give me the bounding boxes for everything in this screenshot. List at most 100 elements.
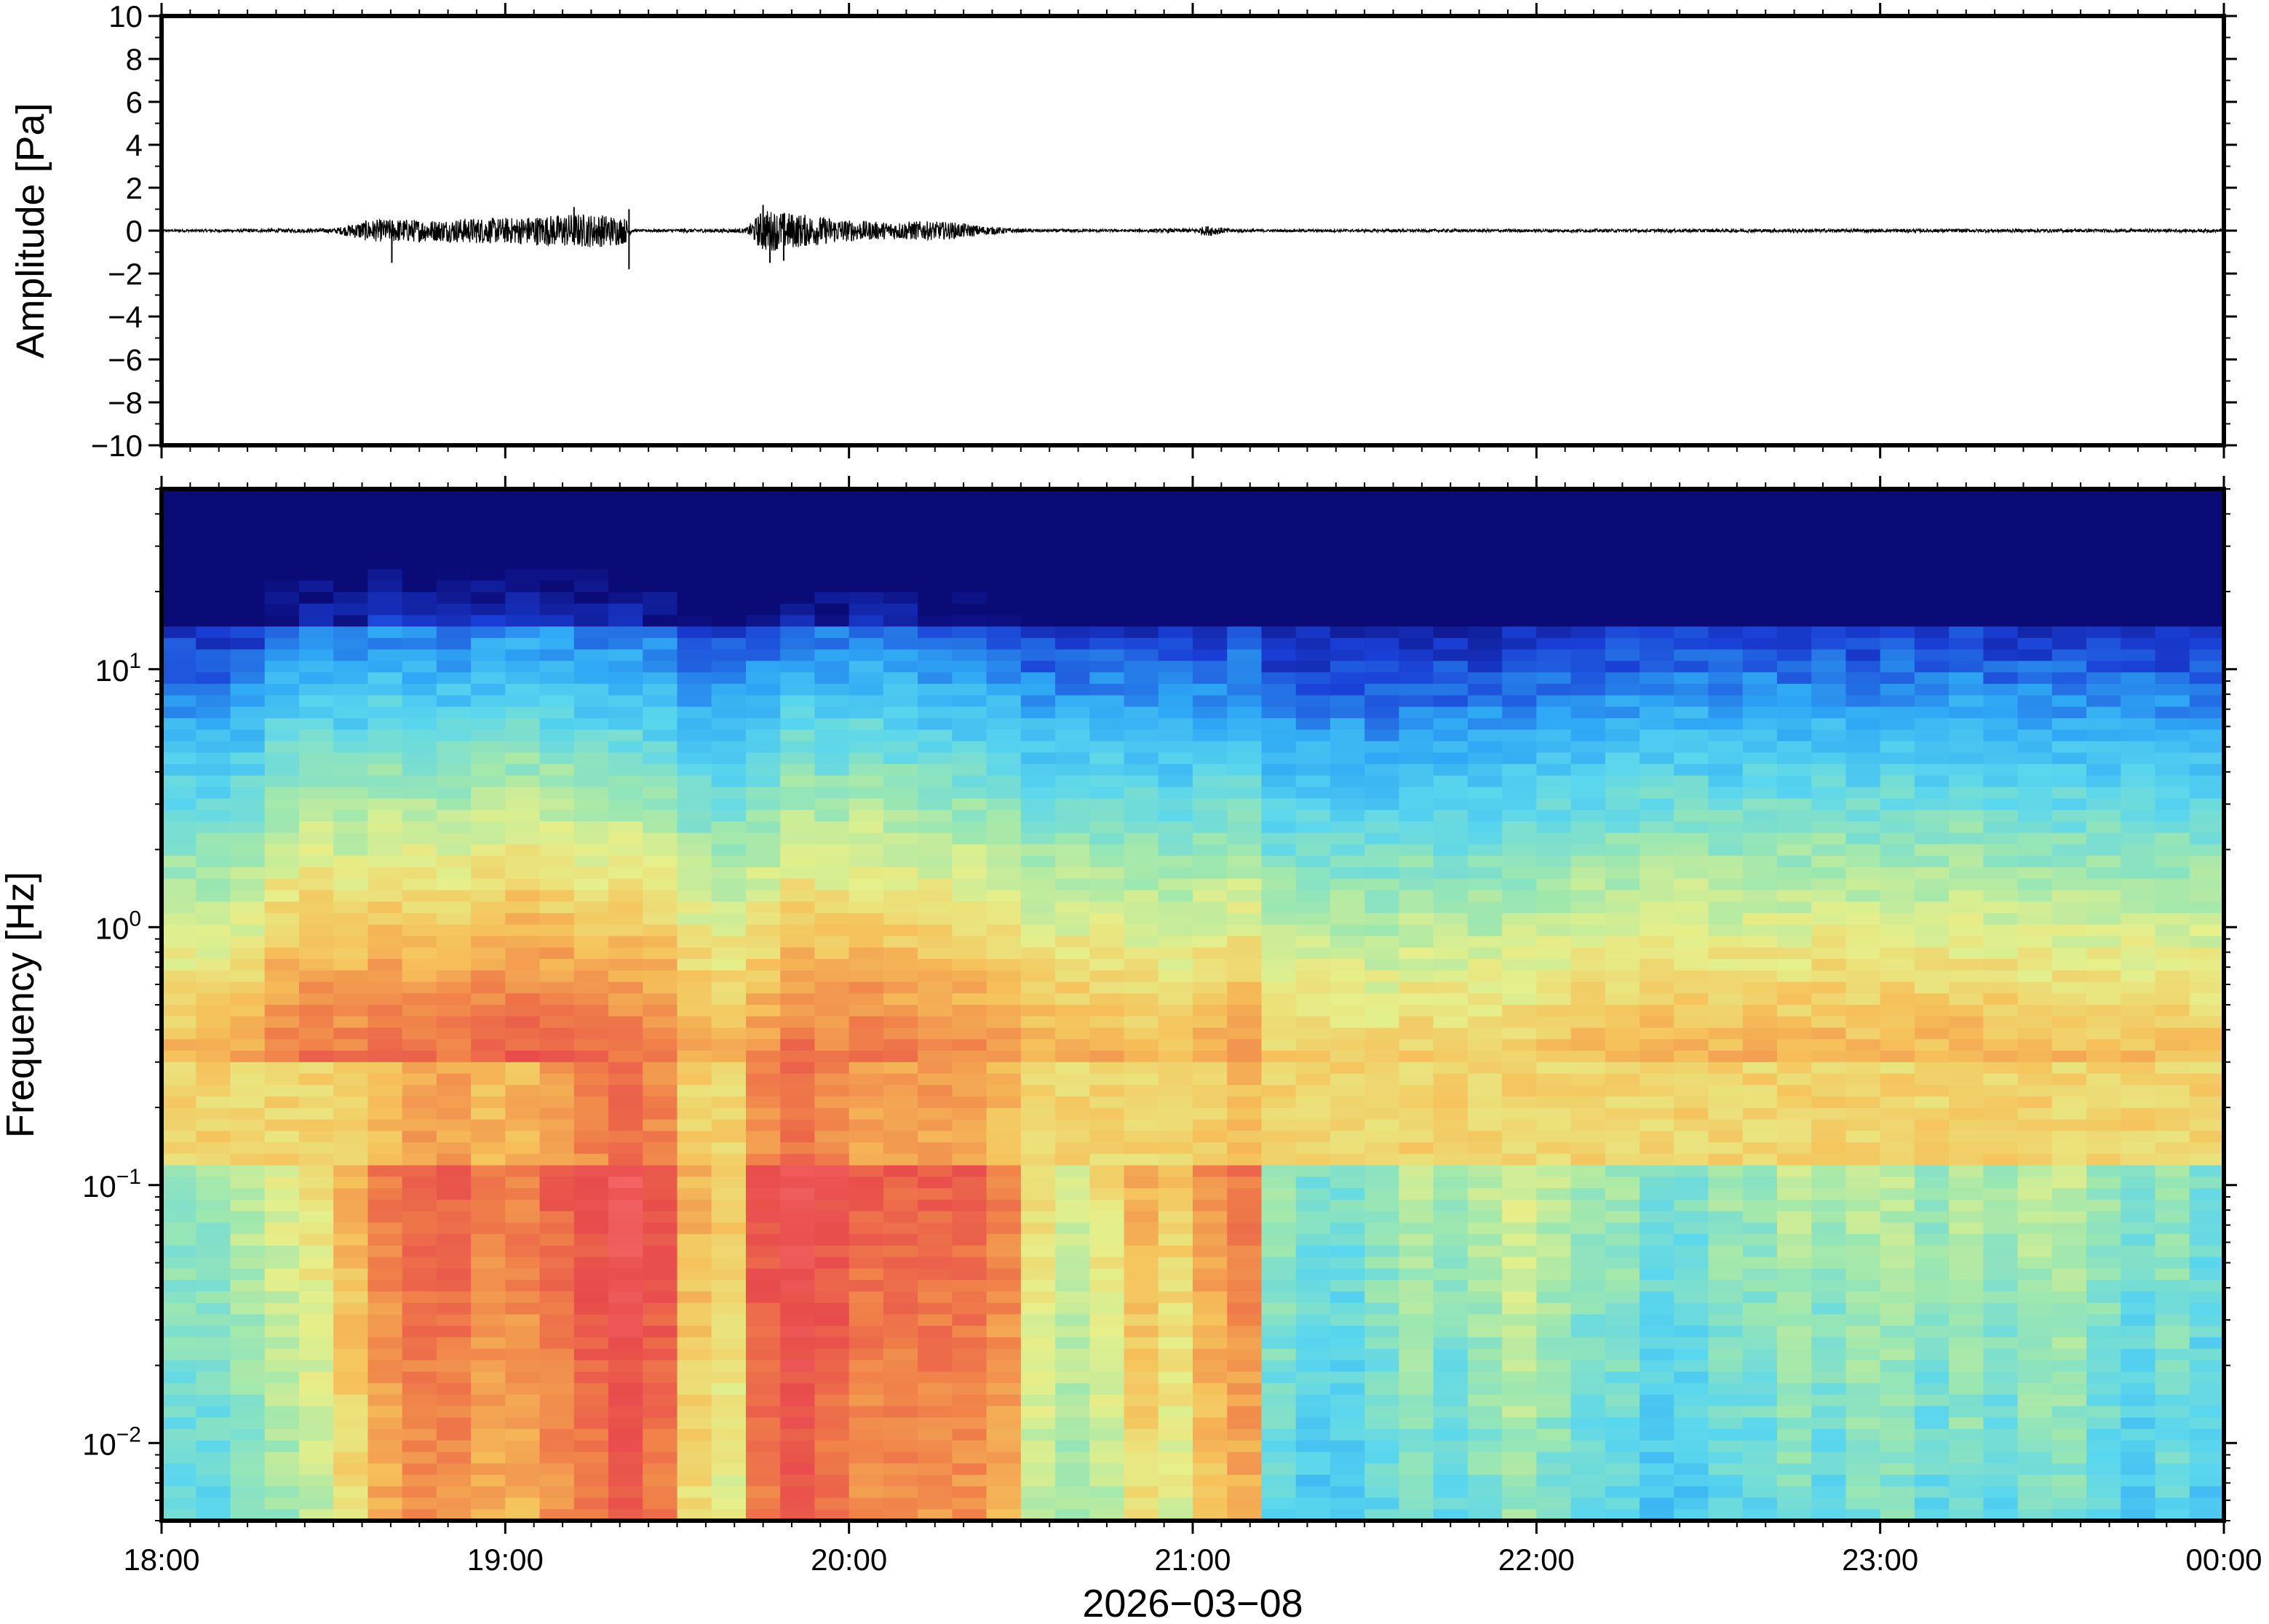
spectrogram-cell — [471, 1268, 506, 1281]
spectrogram-cell — [298, 581, 334, 593]
spectrogram-cell — [1605, 1280, 1640, 1292]
spectrogram-cell — [1536, 1291, 1572, 1304]
spectrogram-cell — [849, 1119, 884, 1131]
spectrogram-cell — [1467, 993, 1503, 1006]
spectrogram-cell — [1983, 500, 2019, 513]
spectrogram-cell — [814, 1131, 850, 1143]
spectrogram-cell — [1605, 982, 1640, 994]
spectrogram-cell — [1467, 1486, 1503, 1499]
spectrogram-cell — [780, 958, 816, 971]
spectrogram-cell — [573, 1073, 609, 1086]
spectrogram-cell — [1467, 1211, 1503, 1223]
spectrogram-cell — [1055, 912, 1090, 926]
spectrogram-cell — [1467, 752, 1503, 765]
spectrogram-cell — [1399, 1131, 1434, 1143]
spectrogram-cell — [1536, 1302, 1572, 1315]
spectrogram-cell — [814, 832, 850, 845]
spectrogram-cell — [1776, 924, 1812, 937]
spectrogram-cell — [573, 1268, 609, 1281]
spectrogram-cell — [643, 1337, 678, 1350]
spectrogram-cell — [1845, 1394, 1881, 1407]
spectrogram-cell — [196, 489, 231, 501]
spectrogram-cell — [677, 569, 712, 581]
spectrogram-cell — [1605, 672, 1640, 685]
spectrogram-cell — [952, 1199, 988, 1212]
spectrogram-cell — [367, 557, 403, 570]
spectrogram-cell — [643, 1428, 678, 1441]
spectrogram-cell — [1399, 1474, 1434, 1487]
spectrogram-cell — [1914, 810, 1950, 822]
spectrogram-cell — [1158, 695, 1193, 707]
spectrogram-cell — [1124, 1463, 1159, 1476]
spectrogram-cell — [573, 1280, 609, 1292]
spectrogram-cell — [471, 603, 506, 616]
spectrogram-cell — [1880, 1314, 1915, 1326]
spectrogram-cell — [539, 764, 575, 776]
spectrogram-cell — [677, 1188, 712, 1201]
spectrogram-cell — [1570, 637, 1606, 650]
spectrogram-cell — [1158, 867, 1193, 880]
spectrogram-cell — [780, 890, 816, 902]
spectrogram-cell — [1330, 821, 1365, 834]
spectrogram-cell — [1880, 936, 1915, 948]
spectrogram-cell — [677, 912, 712, 926]
spectrogram-cell — [1089, 637, 1125, 650]
spectrogram-cell — [1914, 1107, 1950, 1121]
spectrogram-cell — [1708, 856, 1744, 868]
spectrogram-cell — [1330, 936, 1365, 948]
spectrogram-cell — [230, 878, 266, 891]
spectrogram-cell — [1227, 890, 1263, 902]
spectrogram-cell — [230, 1452, 266, 1464]
spectrogram-cell — [1193, 1211, 1228, 1223]
spectrogram-cell — [1399, 1245, 1434, 1258]
spectrogram-cell — [264, 672, 300, 685]
spectrogram-cell — [849, 581, 884, 593]
spectrogram-cell — [1261, 867, 1297, 880]
spectrogram-cell — [1570, 1382, 1606, 1396]
spectrogram-cell — [1536, 936, 1572, 948]
spectrogram-cell — [711, 1062, 747, 1075]
spectrogram-cell — [643, 581, 678, 593]
spectrogram-cell — [1364, 787, 1399, 799]
spectrogram-cell — [780, 1428, 816, 1441]
spectrogram-cell — [230, 1142, 266, 1155]
spectrogram-cell — [745, 592, 781, 605]
spectrogram-cell — [849, 1314, 884, 1326]
spectrogram-cell — [505, 569, 541, 581]
spectrogram-cell — [1640, 947, 1674, 960]
spectrogram-cell — [436, 993, 472, 1006]
spectrogram-cell — [1640, 1051, 1674, 1063]
spectrogram-cell — [505, 1428, 541, 1441]
spectrogram-cell — [745, 1497, 781, 1510]
spectrogram-cell — [471, 1177, 506, 1189]
spectrogram-cell — [643, 821, 678, 834]
spectrogram-cell — [298, 729, 334, 742]
spectrogram-cell — [436, 867, 472, 880]
spectrogram-cell — [1949, 1486, 1984, 1499]
spectrogram-cell — [1295, 661, 1331, 673]
spectrogram-cell — [1640, 787, 1674, 799]
spectrogram-cell — [264, 752, 300, 765]
spectrogram-cell — [1811, 546, 1847, 559]
spectrogram-cell — [539, 1257, 575, 1269]
spectrogram-cell — [1914, 546, 1950, 559]
spectrogram-cell — [1227, 775, 1263, 788]
spectrogram-cell — [1536, 1463, 1572, 1476]
spectrogram-cell — [230, 1027, 266, 1040]
spectrogram-cell — [333, 1039, 368, 1051]
spectrogram-cell — [196, 1234, 231, 1246]
spectrogram-cell — [849, 1394, 884, 1407]
spectrogram-cell — [711, 1131, 747, 1143]
spectrogram-cell — [745, 1509, 781, 1521]
spectrogram-cell — [1811, 1337, 1847, 1350]
spectrogram-cell — [471, 569, 506, 581]
spectrogram-cell — [1742, 1372, 1778, 1384]
spectrogram-cell — [333, 947, 368, 960]
spectrogram-cell — [1089, 1062, 1125, 1075]
spectrogram-cell — [883, 901, 918, 914]
spectrogram-cell — [230, 1394, 266, 1407]
spectrogram-cell — [1742, 1153, 1778, 1166]
spectrogram-cell — [1364, 592, 1399, 605]
spectrogram-cell — [1776, 569, 1812, 581]
spectrogram-cell — [505, 1073, 541, 1086]
